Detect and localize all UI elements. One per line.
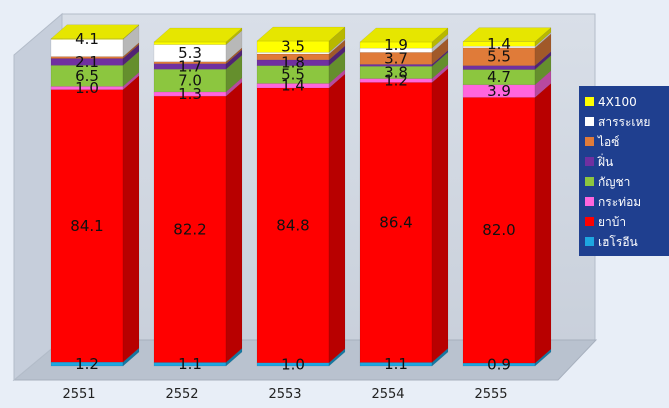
bar-side-2552-series-4: [225, 49, 243, 70]
data-label-2553-series-4: 1.8: [281, 54, 305, 72]
x-axis-tick-labels: 2551 2552 2553 2554 2555: [62, 387, 507, 402]
legend: 4X100 สารระเหยไอซ์ฝิ่นกัญชากระท่อมยาบ้าเฮ…: [579, 86, 669, 256]
bar-side-2555-series-7: [534, 27, 552, 47]
x-tick-2554: 2554: [371, 387, 404, 402]
x-tick-2553: 2553: [268, 387, 301, 402]
data-label-2553-series-0: 1.0: [281, 355, 305, 373]
legend-label-7: เฮโรอีน: [598, 235, 638, 249]
legend-swatch-7: [585, 237, 594, 246]
bar-side-2552-series-3: [225, 54, 243, 93]
bar-side-2551-series-1: [122, 75, 140, 363]
data-label-2552-series-1: 82.2: [173, 220, 206, 238]
x-tick-2555: 2555: [474, 387, 507, 402]
bar-top-2552: [153, 27, 243, 43]
legend-label-2: ไอซ์: [597, 135, 619, 149]
legend-swatch-6: [585, 217, 594, 226]
data-label-2555-series-7: 1.4: [487, 35, 511, 53]
data-label-2554-series-1: 86.4: [379, 213, 412, 231]
data-label-2552-series-4: 1.7: [178, 57, 202, 75]
legend-swatch-3: [585, 157, 594, 166]
bar-side-2551-series-7: [122, 24, 140, 40]
legend-label-6: ยาบ้า: [598, 215, 626, 229]
data-label-2554-series-5: 3.7: [384, 49, 408, 67]
bar-side-2551-series-5: [122, 42, 140, 60]
data-label-2554-series-3: 3.8: [384, 63, 408, 81]
legend-label-0: 4X100: [598, 95, 637, 109]
bar-top-2551: [50, 24, 140, 40]
data-label-2553-series-3: 5.5: [281, 66, 305, 84]
bar-side-2555-series-3: [534, 54, 552, 86]
bar-top-2555: [462, 27, 552, 42]
data-label-2551-series-1: 84.1: [70, 217, 103, 235]
bar-stack-2554: [359, 27, 449, 367]
data-label-2553-series-1: 84.8: [276, 216, 309, 234]
data-label-2555-series-2: 3.9: [487, 82, 511, 100]
data-label-2551-series-3: 6.5: [75, 67, 99, 85]
bar-segment-2555-series-1: [462, 97, 536, 364]
bar-side-2555-series-6: [534, 31, 552, 49]
legend-label-5: กระท่อม: [598, 195, 641, 209]
bar-side-2555-series-1: [534, 82, 552, 364]
bar-stack-2555: [462, 27, 552, 367]
data-label-2552-series-0: 1.1: [178, 355, 202, 373]
bar-side-2552-series-7: [225, 27, 243, 46]
bar-segment-2551-series-1: [50, 89, 124, 363]
bar-side-2555-series-2: [534, 70, 552, 98]
bar-side-2551-series-4: [122, 43, 140, 66]
bar-side-2552-series-5: [225, 47, 243, 65]
data-label-2555-series-1: 82.0: [482, 221, 515, 239]
data-label-2551-series-0: 1.2: [75, 355, 99, 373]
bar-top-2553: [256, 26, 346, 42]
data-label-2552-series-2: 1.3: [178, 85, 202, 103]
bar-top-2554: [359, 27, 449, 43]
x-tick-2552: 2552: [165, 387, 198, 402]
data-label-2552-series-3: 7.0: [178, 72, 202, 90]
data-label-2554-series-2: 1.2: [384, 72, 408, 90]
bar-stack-2553: [256, 26, 346, 367]
data-label-2551-series-7: 4.1: [75, 30, 99, 48]
x-tick-2551: 2551: [62, 387, 95, 402]
data-label-2555-series-0: 0.9: [487, 356, 511, 374]
data-labels-layer: 1.284.11.06.52.14.11.182.21.37.01.75.31.…: [70, 30, 515, 373]
bar-stack-2551: [50, 24, 140, 367]
data-label-2554-series-7: 1.9: [384, 36, 408, 54]
data-label-2555-series-3: 4.7: [487, 68, 511, 86]
bar-side-2551-series-6: [122, 24, 140, 58]
bar-side-2555-series-0: [534, 348, 552, 367]
legend-swatch-2: [585, 137, 594, 146]
data-label-2553-series-2: 1.4: [281, 77, 305, 95]
data-label-2554-series-0: 1.1: [384, 355, 408, 373]
bar-side-2551-series-2: [122, 71, 140, 91]
bar-side-2552-series-2: [225, 77, 243, 97]
data-label-2552-series-6: 5.3: [178, 44, 202, 62]
bar-segment-2552-series-1: [153, 95, 227, 363]
legend-label-4: กัญชา: [598, 175, 630, 189]
bar-segment-2553-series-1: [256, 87, 330, 364]
bar-side-2552-series-1: [225, 81, 243, 363]
bar-side-2555-series-4: [534, 51, 552, 71]
data-label-2553-series-7: 3.5: [281, 38, 305, 56]
data-label-2551-series-2: 1.0: [75, 79, 99, 97]
bar-side-2553-series-1: [328, 73, 346, 364]
bar-side-2554-series-1: [431, 67, 449, 363]
bar-side-2555-series-5: [534, 33, 552, 67]
bar-side-2552-series-6: [225, 30, 243, 63]
bars-layer: [50, 24, 552, 367]
legend-swatch-0: [585, 97, 594, 106]
bar-segment-2554-series-1: [359, 82, 433, 363]
legend-swatch-4: [585, 177, 594, 186]
legend-label-1: สารระเหย: [598, 115, 650, 129]
legend-box: [579, 86, 669, 256]
bar-side-2551-series-3: [122, 50, 140, 87]
data-label-2551-series-4: 2.1: [75, 53, 99, 71]
legend-swatch-1: [585, 117, 594, 126]
data-label-2555-series-5: 5.5: [487, 48, 511, 66]
bar-stack-2552: [153, 27, 243, 367]
legend-label-3: ฝิ่น: [597, 153, 613, 169]
legend-swatch-5: [585, 197, 594, 206]
